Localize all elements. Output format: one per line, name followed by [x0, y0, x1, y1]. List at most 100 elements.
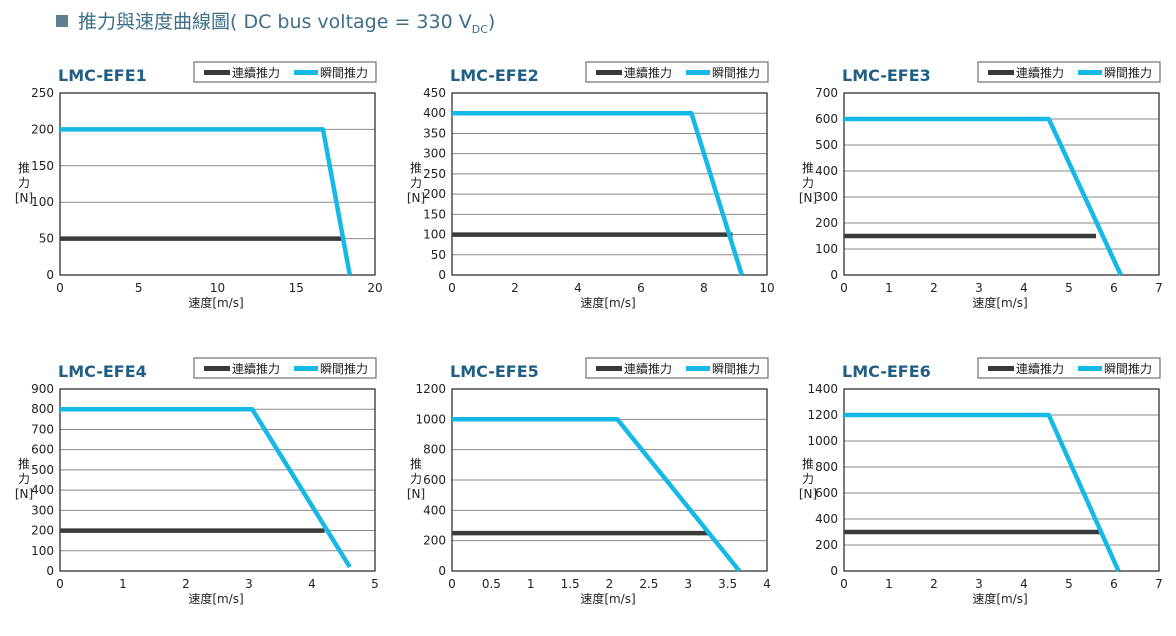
y-tick-label: 1000: [807, 434, 838, 448]
x-tick-label: 5: [1065, 577, 1073, 591]
legend-box: [193, 357, 377, 379]
legend-box: [193, 61, 377, 83]
y-tick-label: 200: [31, 524, 54, 538]
bullet-square-icon: [56, 15, 68, 27]
y-tick-label: 200: [815, 216, 838, 230]
y-tick-label: 600: [423, 473, 446, 487]
series-line-peak: [60, 406, 352, 569]
x-tick-label: 3: [245, 577, 253, 591]
chart-title: LMC-EFE2: [450, 66, 539, 85]
y-tick-label: 150: [31, 159, 54, 173]
y-tick-label: 300: [31, 503, 54, 517]
y-axis-label: 推: [410, 161, 422, 175]
legend-label-peak: 瞬間推力: [320, 66, 368, 80]
y-axis-label: [N]: [15, 487, 33, 501]
chart-title: LMC-EFE6: [842, 362, 931, 381]
series-line-peak: [452, 110, 744, 276]
legend-label-continuous: 連續推力: [1016, 65, 1064, 80]
legend-label-peak: 瞬間推力: [1104, 66, 1152, 80]
legend-label-continuous: 連續推力: [232, 65, 280, 80]
y-tick-label: 0: [438, 268, 446, 282]
legend-swatch-peak: [1078, 366, 1102, 371]
legend-label-peak: 瞬間推力: [712, 66, 760, 80]
x-tick-label: 0: [448, 281, 456, 295]
x-tick-label: 2: [930, 577, 938, 591]
legend-label-continuous: 連續推力: [624, 361, 672, 376]
y-tick-label: 500: [815, 138, 838, 152]
x-tick-label: 6: [1110, 577, 1118, 591]
x-axis-label: 速度[m/s]: [188, 295, 243, 310]
legend-swatch-continuous: [204, 366, 230, 371]
legend-swatch-peak: [686, 366, 710, 371]
plot-frame: [843, 388, 1160, 572]
series-line-peak: [60, 127, 353, 276]
chart-lmc-efe6: 0 200 400 600 800 1000 1200 1400 0 1 2 3 4 5 6 7 推力[N] 速度…: [799, 357, 1163, 606]
x-tick-label: 5: [1065, 281, 1073, 295]
x-tick-label: 6: [637, 281, 645, 295]
y-axis-label: 力: [410, 472, 422, 486]
series-line-peak: [452, 417, 742, 573]
x-tick-label: 10: [759, 281, 774, 295]
x-tick-label: 15: [289, 281, 304, 295]
y-tick-label: 400: [31, 483, 54, 497]
x-tick-label: 7: [1155, 281, 1163, 295]
y-tick-label: 0: [438, 564, 446, 578]
legend-swatch-peak: [1078, 70, 1102, 75]
y-axis-label: 推: [18, 457, 30, 471]
y-tick-label: 100: [815, 242, 838, 256]
y-tick-label: 0: [46, 564, 54, 578]
y-axis-label: 力: [18, 472, 30, 486]
y-tick-label: 350: [423, 126, 446, 140]
y-axis-label: 推: [18, 161, 30, 175]
chart-lmc-efe4: 0 100 200 300 400 500 600 700 800 900 0 1 2 3 4 5 推力[N] 速…: [15, 357, 379, 606]
y-tick-label: 100: [31, 544, 54, 558]
y-axis-label: 力: [18, 176, 30, 190]
y-tick-label: 1000: [415, 412, 446, 426]
x-tick-label: 0.5: [482, 577, 501, 591]
x-tick-label: 0: [840, 577, 848, 591]
title-main: 推力與速度曲線圖( DC bus voltage = 330 V: [78, 10, 472, 33]
x-axis-label: 速度[m/s]: [188, 591, 243, 606]
legend-box: [977, 357, 1161, 379]
y-tick-label: 450: [423, 86, 446, 100]
y-tick-label: 1200: [415, 382, 446, 396]
x-tick-label: 4: [1020, 281, 1028, 295]
legend-swatch-peak: [294, 366, 318, 371]
x-tick-label: 2: [511, 281, 519, 295]
y-tick-label: 100: [31, 195, 54, 209]
x-tick-label: 1: [885, 281, 893, 295]
title-subscript: DC: [471, 22, 488, 36]
x-tick-label: 3.5: [718, 577, 737, 591]
x-tick-label: 0: [56, 577, 64, 591]
series-line-peak: [844, 116, 1123, 276]
y-axis-label: [N]: [799, 487, 817, 501]
x-tick-label: 7: [1155, 577, 1163, 591]
x-tick-label: 4: [308, 577, 316, 591]
x-tick-label: 5: [135, 281, 143, 295]
y-axis-label: 力: [410, 176, 422, 190]
series-line-peak: [844, 412, 1121, 572]
title-end: ): [487, 10, 496, 33]
x-tick-label: 2: [930, 281, 938, 295]
page-title: 推力與速度曲線圖( DC bus voltage = 330 VDC): [78, 7, 495, 36]
legend-swatch-continuous: [988, 366, 1014, 371]
y-tick-label: 50: [431, 248, 446, 262]
y-tick-label: 150: [423, 207, 446, 221]
chart-title: LMC-EFE1: [58, 66, 147, 85]
legend-label-peak: 瞬間推力: [1104, 362, 1152, 376]
plot-frame: [59, 388, 376, 572]
y-tick-label: 600: [815, 112, 838, 126]
y-axis-label: 推: [802, 161, 814, 175]
y-tick-label: 50: [39, 232, 54, 246]
y-axis-label: [N]: [799, 191, 817, 205]
y-tick-label: 400: [815, 512, 838, 526]
y-tick-label: 500: [31, 463, 54, 477]
y-tick-label: 900: [31, 382, 54, 396]
y-tick-label: 1200: [807, 408, 838, 422]
y-tick-label: 800: [423, 443, 446, 457]
x-axis-label: 速度[m/s]: [580, 295, 635, 310]
chart-title: LMC-EFE5: [450, 362, 539, 381]
legend-swatch-continuous: [988, 70, 1014, 75]
chart-title: LMC-EFE4: [58, 362, 147, 381]
x-tick-label: 10: [210, 281, 225, 295]
